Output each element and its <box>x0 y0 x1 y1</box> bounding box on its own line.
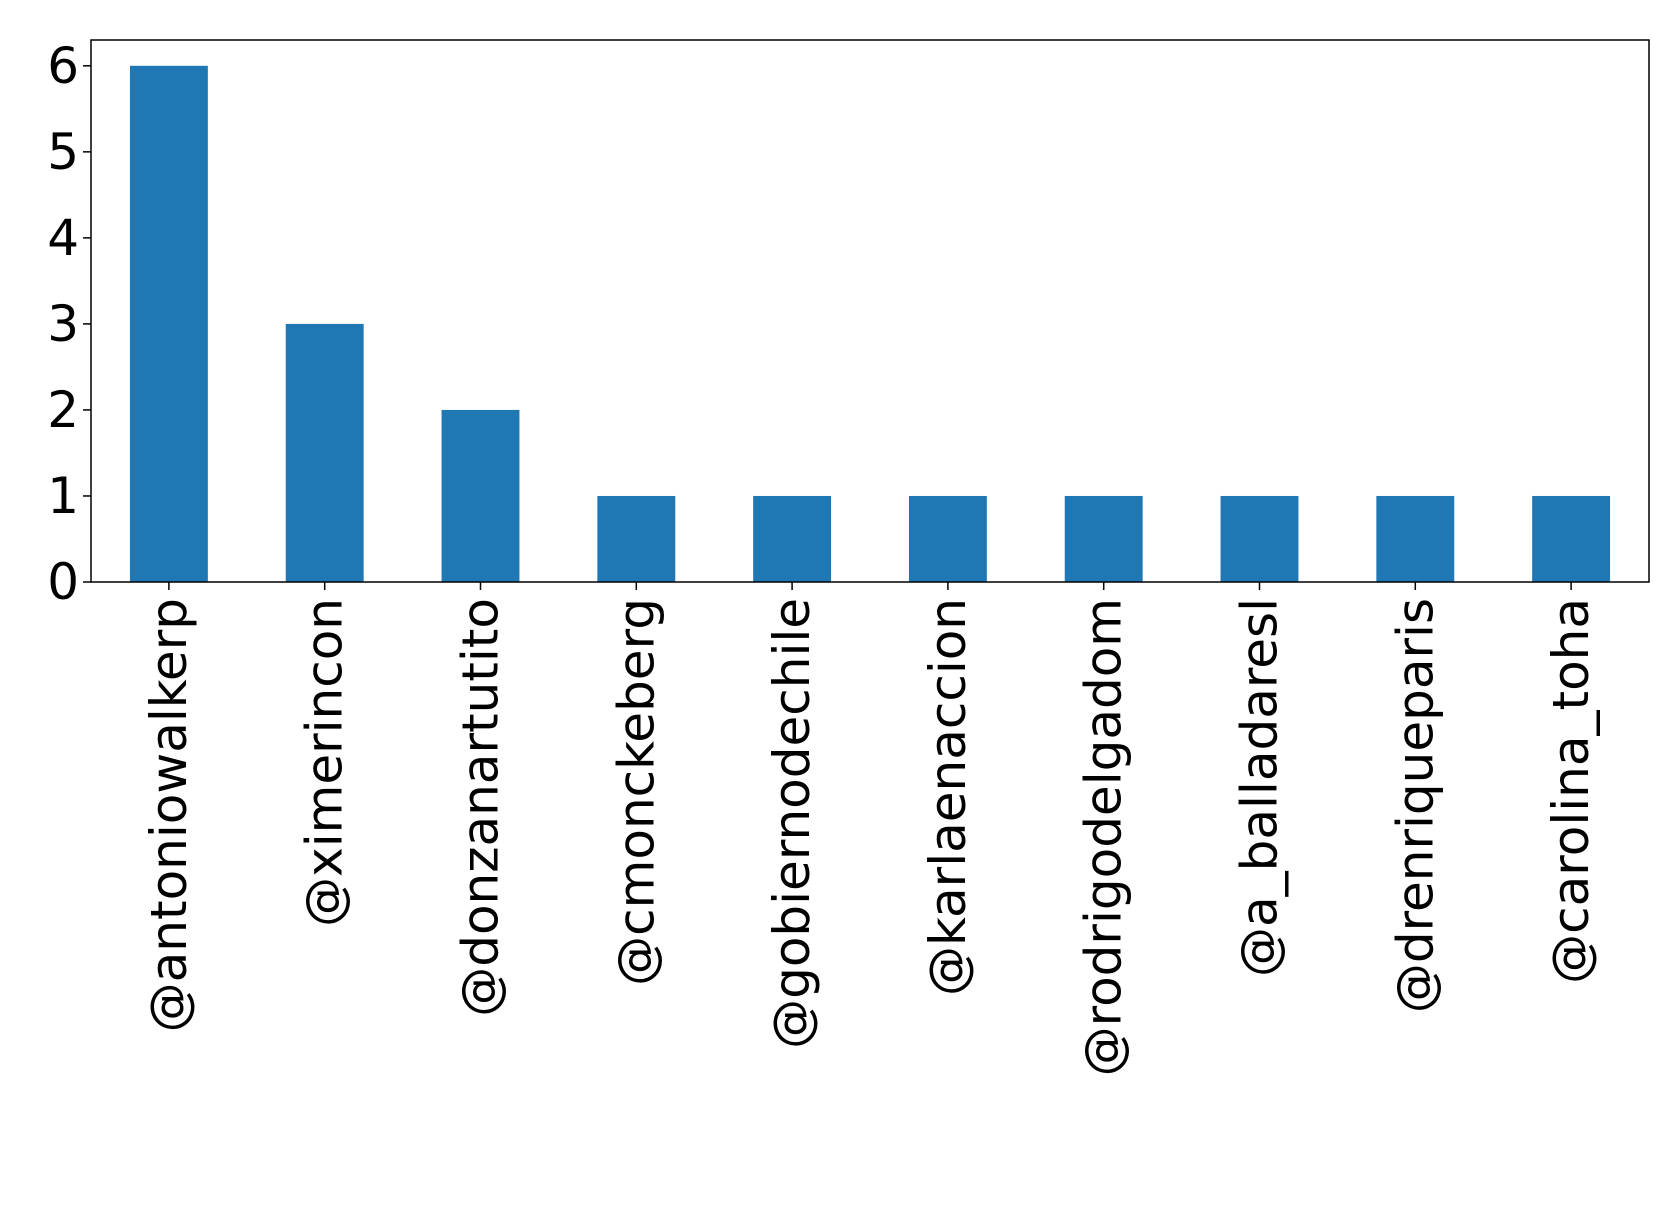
y-tick-label: 0 <box>47 553 79 611</box>
bars-group <box>129 65 1611 583</box>
x-tick-label: @ximerincon <box>296 598 354 927</box>
plot-frame <box>90 39 1650 583</box>
bar-antoniowalkerp <box>129 65 208 583</box>
y-tick-label: 2 <box>47 381 79 439</box>
x-tick-label: @drenriqueparis <box>1386 598 1444 1013</box>
bar-carolinatoha <box>1532 495 1611 582</box>
bar-ximerincon <box>285 323 364 582</box>
x-tick-label: @antoniowalkerp <box>140 598 198 1032</box>
y-tick-label: 3 <box>47 295 79 353</box>
y-tick-label: 1 <box>47 467 79 525</box>
x-axis: @antoniowalkerp @ximerincon @donzanartutit… <box>140 582 1600 1076</box>
bar-drenriqueparis <box>1376 495 1455 582</box>
bar-rodrigodelgadom <box>1064 495 1143 582</box>
bar-karlaenaccion <box>908 495 987 582</box>
x-tick-label: @carolina_toha <box>1542 598 1600 984</box>
bar-cmonckeberg <box>597 495 676 582</box>
bar-gobiernodechile <box>753 495 832 582</box>
y-tick-label: 6 <box>47 37 79 95</box>
y-tick-label: 4 <box>47 209 79 267</box>
x-tick-label: @donzanartutito <box>452 598 510 1017</box>
x-tick-label: @karlaenaccion <box>919 598 977 996</box>
bar-donzanartutito <box>441 409 520 582</box>
x-tick-label: @gobiernodechile <box>763 598 821 1049</box>
x-tick-label: @a_balladaresl <box>1231 598 1289 977</box>
x-tick-label: @cmonckeberg <box>607 598 665 986</box>
bar-aballadaresl <box>1220 495 1299 582</box>
y-axis: 0 1 2 3 4 5 6 <box>47 37 91 611</box>
y-tick-label: 5 <box>47 123 79 181</box>
x-tick-label: @rodrigodelgadom <box>1075 598 1133 1076</box>
